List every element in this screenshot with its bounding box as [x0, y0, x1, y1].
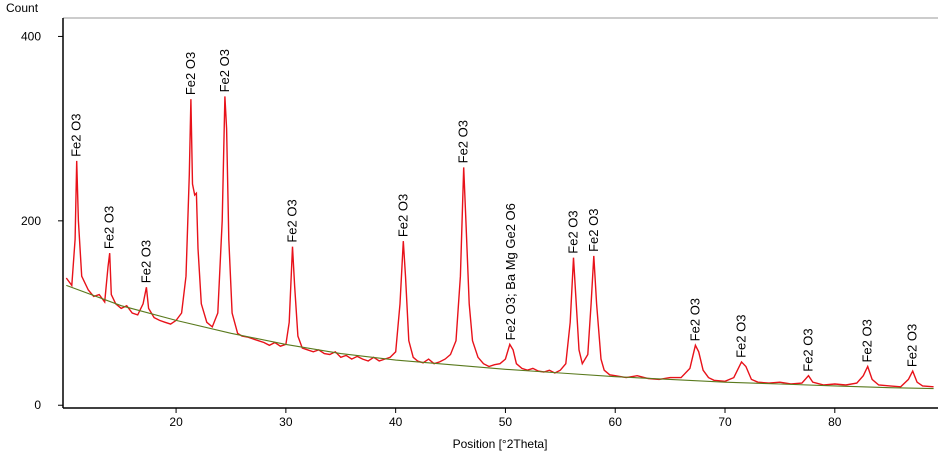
peak-label: Fe2 O3 [102, 206, 117, 249]
peak-label: Fe2 O3; Ba Mg Ge2 O6 [503, 203, 518, 340]
peak-label: Fe2 O3 [456, 120, 471, 163]
x-tick-label: 70 [718, 415, 732, 429]
peak-label: Fe2 O3 [733, 315, 748, 358]
x-tick-label: 50 [499, 415, 513, 429]
x-tick-label: 60 [609, 415, 623, 429]
peak-label: Fe2 O3 [183, 52, 198, 95]
peak-label: Fe2 O3 [395, 194, 410, 237]
y-axis-label: Count [6, 1, 39, 15]
peak-label: Fe2 O3 [800, 328, 815, 371]
peak-label: Fe2 O3 [284, 199, 299, 242]
x-axis-label: Position [°2Theta] [453, 437, 548, 451]
peak-label: Fe2 O3 [905, 324, 920, 367]
x-tick-label: 30 [279, 415, 293, 429]
y-tick-label: 200 [21, 214, 41, 228]
peak-label: Fe2 O3 [860, 319, 875, 362]
x-tick-label: 20 [169, 415, 183, 429]
data-line [66, 284, 934, 390]
x-tick-label: 40 [389, 415, 403, 429]
peak-label: Fe2 O3 [566, 210, 581, 253]
x-tick-label: 80 [828, 415, 842, 429]
peak-label: Fe2 O3 [69, 114, 84, 157]
y-tick-label: 400 [21, 29, 41, 43]
peak-label: Fe2 O3 [217, 49, 232, 92]
peak-label: Fe2 O3 [138, 240, 153, 283]
peak-label: Fe2 O3 [586, 209, 601, 252]
y-tick-label: 0 [34, 398, 41, 412]
peak-label: Fe2 O3 [687, 298, 702, 341]
